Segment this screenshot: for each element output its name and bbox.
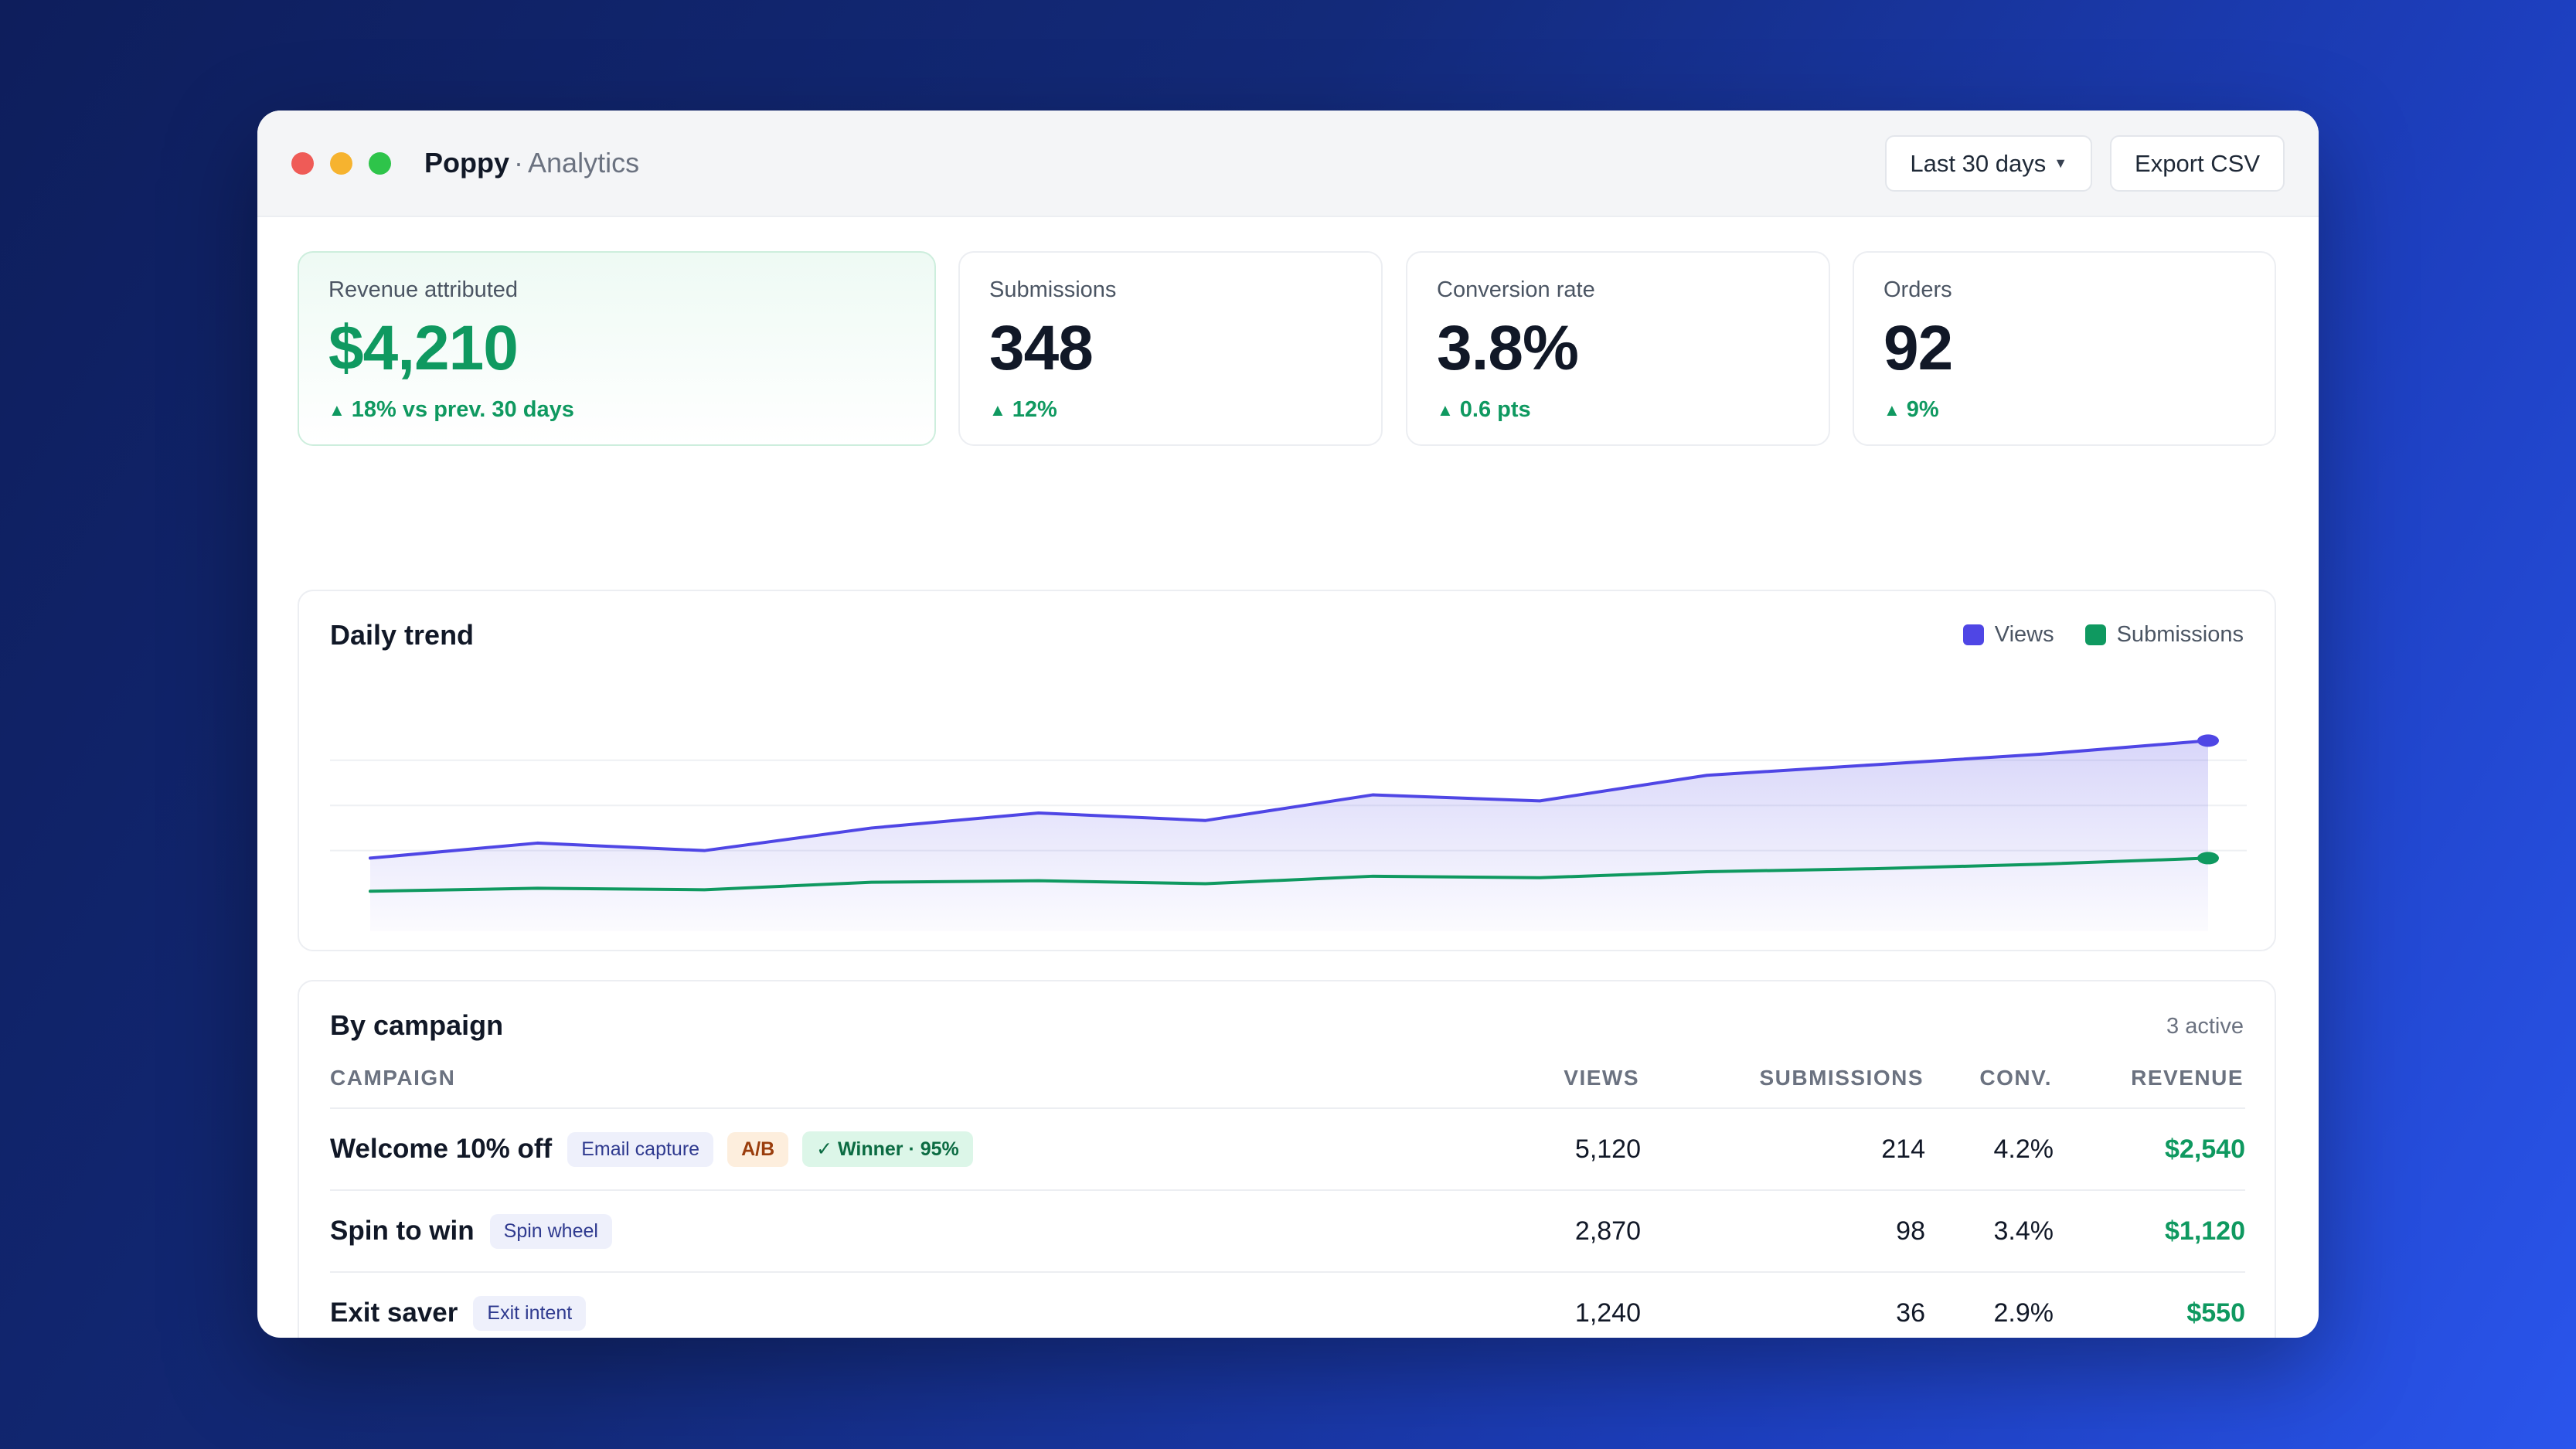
kpi-delta-text: 18% vs prev. 30 days (351, 397, 574, 422)
campaign-name: Welcome 10% off (330, 1134, 553, 1164)
legend-label: Views (1994, 622, 2054, 647)
end-point-views (2197, 734, 2219, 747)
trend-up-icon: ▲ (1437, 400, 1454, 420)
kpi-delta: ▲ 0.6 pts (1437, 397, 1799, 423)
end-point-submissions (2197, 852, 2219, 865)
series-line-submissions (369, 856, 2210, 893)
export-csv-label: Export CSV (2135, 149, 2260, 177)
active-count: 3 active (2166, 1014, 2244, 1039)
conv-cell: 2.9% (1993, 1298, 2054, 1328)
kpi-delta-text: 12% (1012, 397, 1057, 422)
conv-cell: 3.4% (1993, 1216, 2054, 1246)
kpi-delta: ▲ 9% (1884, 397, 2245, 423)
kpi-delta: ▲ 12% (989, 397, 1352, 423)
kpi-card-conversion-rate: Conversion rate 3.8% ▲ 0.6 pts (1406, 251, 1830, 446)
window-controls (291, 151, 391, 175)
legend-item-views: Views (1962, 622, 2054, 648)
views-area (370, 740, 2208, 931)
trend-up-icon: ▲ (989, 400, 1006, 420)
kpi-label: Revenue attributed (328, 277, 519, 302)
close-window-button[interactable] (291, 151, 314, 175)
date-range-label: Last 30 days (1910, 149, 2047, 177)
views-cell: 5,120 (1574, 1134, 1641, 1164)
app-title: Poppy · Analytics (424, 147, 639, 179)
ab-test-tag: A/B (727, 1131, 789, 1167)
kpi-card-revenue: Revenue attributed $4,210 ▲ 18% vs prev. … (298, 251, 936, 446)
kpi-label: Submissions (989, 277, 1117, 302)
section-name: Analytics (528, 147, 640, 179)
export-csv-button[interactable]: Export CSV (2110, 135, 2285, 192)
column-header-conv[interactable]: CONV. (1979, 1066, 2052, 1090)
legend-item-submissions: Submissions (2084, 622, 2244, 648)
kpi-label: Conversion rate (1437, 277, 1595, 302)
kpi-card-submissions: Submissions 348 ▲ 12% (958, 251, 1383, 446)
by-campaign-card: By campaign 3 active CAMPAIGN VIEWS SUBM… (298, 980, 2276, 1338)
trend-up-icon: ▲ (328, 400, 345, 420)
maximize-window-button[interactable] (369, 151, 391, 175)
column-header-revenue[interactable]: REVENUE (2131, 1066, 2244, 1090)
daily-trend-card: Daily trend Views Submissions (298, 590, 2276, 951)
dashboard-content: Revenue attributed $4,210 ▲ 18% vs prev. … (298, 251, 2276, 1338)
legend-label: Submissions (2116, 622, 2244, 647)
table-row[interactable]: Exit saver Exit intent 1,240 36 2.9% $55… (330, 1271, 2245, 1338)
revenue-cell: $1,120 (2165, 1216, 2245, 1246)
column-header-campaign[interactable]: CAMPAIGN (330, 1066, 456, 1090)
submissions-cell: 36 (1896, 1298, 1925, 1328)
kpi-card-orders: Orders 92 ▲ 9% (1853, 251, 2276, 446)
campaign-cell: Welcome 10% off Email capture A/B ✓ Winn… (330, 1109, 987, 1189)
series-line-views (369, 739, 2210, 860)
title-bar: Poppy · Analytics Last 30 days ▼ Export CS… (257, 111, 2319, 217)
type-tag: Exit intent (473, 1295, 587, 1331)
date-range-dropdown[interactable]: Last 30 days ▼ (1885, 135, 2093, 192)
revenue-cell: $2,540 (2165, 1134, 2245, 1164)
kpi-value: $4,210 (328, 313, 519, 383)
campaign-name: Exit saver (330, 1298, 458, 1328)
table-row[interactable]: Welcome 10% off Email capture A/B ✓ Winn… (330, 1107, 2245, 1189)
kpi-value: 348 (989, 313, 1094, 383)
daily-trend-chart (330, 734, 2247, 931)
campaign-name: Spin to win (330, 1216, 475, 1246)
submissions-cell: 214 (1881, 1134, 1925, 1164)
chart-title: Daily trend (330, 619, 475, 651)
trend-up-icon: ▲ (1884, 400, 1901, 420)
app-name: Poppy (424, 147, 510, 179)
winner-badge: ✓ Winner · 95% (802, 1131, 973, 1167)
views-cell: 1,240 (1574, 1298, 1641, 1328)
analytics-window: Poppy · Analytics Last 30 days ▼ Export CS… (257, 111, 2319, 1338)
kpi-delta: ▲ 18% vs prev. 30 days (328, 397, 905, 423)
campaign-cell: Spin to win Spin wheel (330, 1191, 626, 1271)
kpi-label: Orders (1884, 277, 1952, 302)
kpi-value: 92 (1884, 313, 1953, 383)
caret-down-icon: ▼ (2054, 155, 2068, 171)
column-header-views[interactable]: VIEWS (1564, 1066, 1639, 1090)
kpi-delta-text: 9% (1906, 397, 1939, 422)
submissions-cell: 98 (1896, 1216, 1925, 1246)
table-row[interactable]: Spin to win Spin wheel 2,870 98 3.4% $1,… (330, 1189, 2245, 1271)
kpi-value: 3.8% (1437, 313, 1579, 383)
legend-swatch-submissions (2084, 624, 2106, 645)
table-title: By campaign (330, 1009, 504, 1041)
toolbar-actions: Last 30 days ▼ Export CSV (1885, 135, 2285, 192)
type-tag: Email capture (567, 1131, 714, 1167)
revenue-cell: $550 (2186, 1298, 2245, 1328)
kpi-delta-text: 0.6 pts (1459, 397, 1531, 422)
type-tag: Spin wheel (489, 1213, 612, 1249)
views-cell: 2,870 (1574, 1216, 1641, 1246)
chart-legend: Views Submissions (1962, 622, 2244, 648)
campaign-cell: Exit saver Exit intent (330, 1273, 600, 1338)
kpi-row: Revenue attributed $4,210 ▲ 18% vs prev. … (298, 251, 2276, 446)
minimize-window-button[interactable] (330, 151, 352, 175)
conv-cell: 4.2% (1993, 1134, 2054, 1164)
title-separator: · (514, 147, 524, 179)
column-header-submissions[interactable]: SUBMISSIONS (1759, 1066, 1924, 1090)
legend-swatch-views (1962, 624, 1984, 645)
